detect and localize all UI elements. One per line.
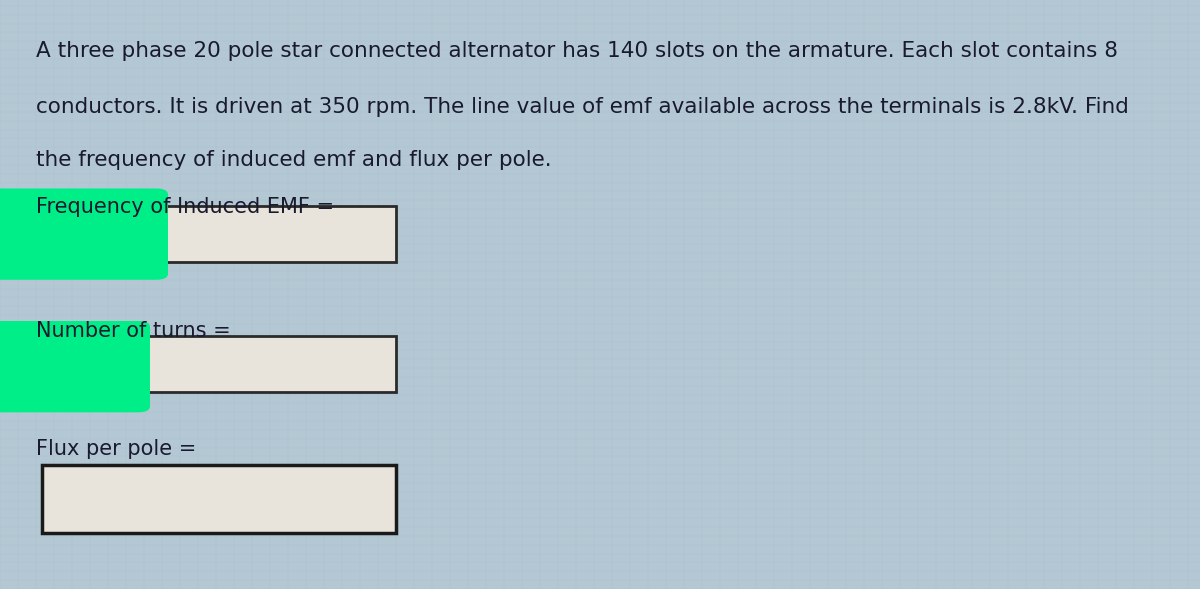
Bar xyxy=(42,336,396,392)
Bar xyxy=(42,206,396,262)
FancyBboxPatch shape xyxy=(0,188,168,280)
Bar xyxy=(42,465,396,533)
FancyBboxPatch shape xyxy=(0,321,150,412)
Text: A three phase 20 pole star connected alternator has 140 slots on the armature. E: A three phase 20 pole star connected alt… xyxy=(36,41,1118,61)
Text: Frequency of Induced EMF =: Frequency of Induced EMF = xyxy=(36,197,334,217)
Text: the frequency of induced emf and flux per pole.: the frequency of induced emf and flux pe… xyxy=(36,150,552,170)
Text: Flux per pole =: Flux per pole = xyxy=(36,439,197,459)
Text: conductors. It is driven at 350 rpm. The line value of emf available across the : conductors. It is driven at 350 rpm. The… xyxy=(36,97,1129,117)
Text: Number of turns =: Number of turns = xyxy=(36,321,230,341)
